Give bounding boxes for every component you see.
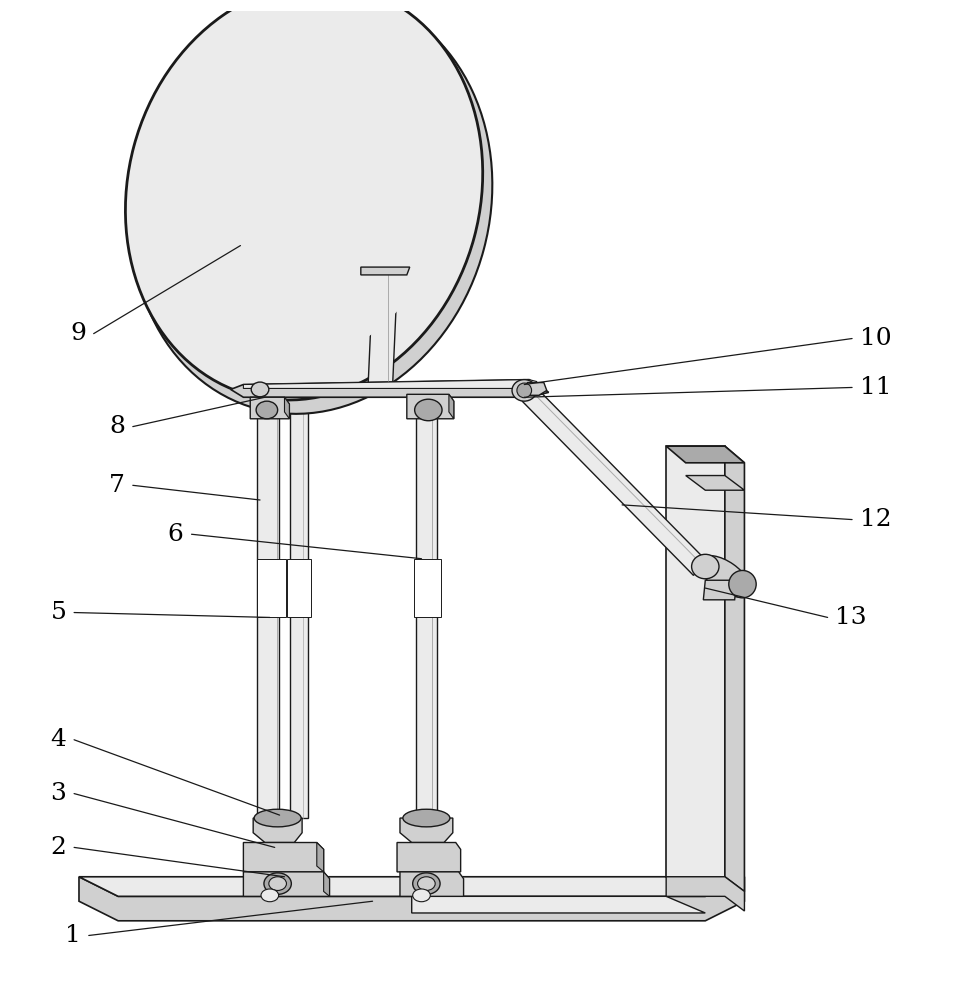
Polygon shape (317, 843, 323, 872)
Polygon shape (412, 896, 706, 913)
Polygon shape (79, 877, 745, 921)
Polygon shape (287, 559, 311, 617)
Text: 3: 3 (50, 782, 67, 805)
Ellipse shape (131, 0, 492, 414)
Polygon shape (290, 402, 308, 818)
Polygon shape (400, 818, 453, 843)
Polygon shape (361, 267, 410, 275)
Text: 2: 2 (50, 836, 67, 859)
Ellipse shape (251, 382, 269, 397)
Polygon shape (416, 402, 437, 818)
Text: 7: 7 (109, 474, 125, 497)
Polygon shape (449, 394, 454, 419)
Polygon shape (666, 446, 745, 463)
Polygon shape (704, 580, 737, 600)
Ellipse shape (264, 873, 291, 894)
Polygon shape (522, 387, 708, 575)
Polygon shape (250, 397, 289, 419)
Polygon shape (407, 394, 454, 419)
Polygon shape (666, 877, 745, 911)
Polygon shape (257, 559, 286, 617)
Ellipse shape (512, 380, 536, 401)
Ellipse shape (147, 10, 451, 364)
Text: 12: 12 (859, 508, 892, 531)
Text: 13: 13 (835, 606, 867, 629)
Text: 11: 11 (859, 376, 892, 399)
Ellipse shape (413, 889, 430, 902)
Text: 1: 1 (66, 924, 81, 947)
Polygon shape (725, 446, 745, 891)
Polygon shape (323, 872, 329, 896)
Text: 4: 4 (50, 728, 67, 751)
Ellipse shape (125, 0, 483, 400)
Polygon shape (257, 402, 278, 818)
Ellipse shape (729, 570, 757, 598)
Text: 5: 5 (50, 601, 67, 624)
Text: 6: 6 (168, 523, 183, 546)
Polygon shape (230, 380, 549, 397)
Text: 9: 9 (70, 322, 86, 345)
Polygon shape (253, 818, 302, 843)
Ellipse shape (254, 809, 301, 827)
Polygon shape (414, 559, 441, 617)
Polygon shape (686, 476, 745, 490)
Polygon shape (243, 380, 537, 388)
Text: 8: 8 (109, 415, 125, 438)
Ellipse shape (700, 556, 751, 597)
Polygon shape (243, 843, 323, 872)
Ellipse shape (403, 809, 450, 827)
Polygon shape (79, 877, 745, 896)
Ellipse shape (417, 877, 435, 890)
Polygon shape (284, 397, 289, 419)
Ellipse shape (415, 399, 442, 421)
Polygon shape (527, 383, 547, 395)
Ellipse shape (269, 877, 286, 890)
Text: 10: 10 (859, 327, 892, 350)
Polygon shape (400, 872, 464, 896)
Polygon shape (368, 274, 398, 385)
Ellipse shape (516, 383, 531, 398)
Ellipse shape (261, 889, 278, 902)
Ellipse shape (692, 554, 719, 579)
Polygon shape (243, 872, 329, 896)
Polygon shape (397, 843, 461, 872)
Ellipse shape (256, 401, 277, 419)
Polygon shape (666, 446, 725, 877)
Ellipse shape (413, 873, 440, 894)
